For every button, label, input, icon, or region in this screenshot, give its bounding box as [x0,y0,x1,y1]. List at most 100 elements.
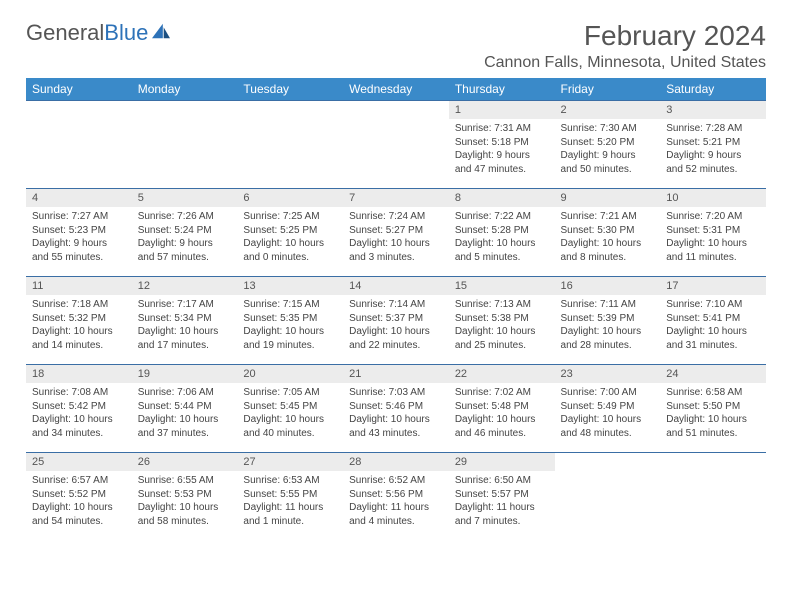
daylight-text: Daylight: 11 hours and 4 minutes. [349,501,443,528]
day-content: Sunrise: 7:25 AMSunset: 5:25 PMDaylight:… [237,207,343,267]
sunset-text: Sunset: 5:52 PM [32,488,126,502]
daylight-text: Daylight: 10 hours and 5 minutes. [455,237,549,264]
day-cell: 4Sunrise: 7:27 AMSunset: 5:23 PMDaylight… [26,189,132,277]
sunset-text: Sunset: 5:57 PM [455,488,549,502]
sunrise-text: Sunrise: 7:08 AM [32,386,126,400]
sunrise-text: Sunrise: 7:18 AM [32,298,126,312]
day-number: 8 [449,189,555,207]
sunrise-text: Sunrise: 7:00 AM [561,386,655,400]
day-cell [343,101,449,189]
daylight-text: Daylight: 9 hours and 55 minutes. [32,237,126,264]
day-content: Sunrise: 6:57 AMSunset: 5:52 PMDaylight:… [26,471,132,531]
sunset-text: Sunset: 5:50 PM [666,400,760,414]
sunset-text: Sunset: 5:30 PM [561,224,655,238]
day-cell: 6Sunrise: 7:25 AMSunset: 5:25 PMDaylight… [237,189,343,277]
sunrise-text: Sunrise: 7:25 AM [243,210,337,224]
sunset-text: Sunset: 5:41 PM [666,312,760,326]
sunrise-text: Sunrise: 7:22 AM [455,210,549,224]
week-row: 11Sunrise: 7:18 AMSunset: 5:32 PMDayligh… [26,277,766,365]
day-content: Sunrise: 7:17 AMSunset: 5:34 PMDaylight:… [132,295,238,355]
daylight-text: Daylight: 10 hours and 37 minutes. [138,413,232,440]
day-number: 9 [555,189,661,207]
daylight-text: Daylight: 9 hours and 52 minutes. [666,149,760,176]
day-content: Sunrise: 7:28 AMSunset: 5:21 PMDaylight:… [660,119,766,179]
day-number: 19 [132,365,238,383]
sunset-text: Sunset: 5:24 PM [138,224,232,238]
daylight-text: Daylight: 10 hours and 40 minutes. [243,413,337,440]
day-content: Sunrise: 6:55 AMSunset: 5:53 PMDaylight:… [132,471,238,531]
day-content: Sunrise: 6:52 AMSunset: 5:56 PMDaylight:… [343,471,449,531]
sunset-text: Sunset: 5:25 PM [243,224,337,238]
sunrise-text: Sunrise: 7:20 AM [666,210,760,224]
day-content: Sunrise: 7:00 AMSunset: 5:49 PMDaylight:… [555,383,661,443]
day-number: 26 [132,453,238,471]
day-content: Sunrise: 7:27 AMSunset: 5:23 PMDaylight:… [26,207,132,267]
day-number: 28 [343,453,449,471]
sunset-text: Sunset: 5:31 PM [666,224,760,238]
day-cell: 27Sunrise: 6:53 AMSunset: 5:55 PMDayligh… [237,453,343,541]
week-row: 18Sunrise: 7:08 AMSunset: 5:42 PMDayligh… [26,365,766,453]
sunrise-text: Sunrise: 7:02 AM [455,386,549,400]
day-cell: 24Sunrise: 6:58 AMSunset: 5:50 PMDayligh… [660,365,766,453]
sunrise-text: Sunrise: 7:21 AM [561,210,655,224]
day-number: 21 [343,365,449,383]
day-content: Sunrise: 7:02 AMSunset: 5:48 PMDaylight:… [449,383,555,443]
day-number: 11 [26,277,132,295]
logo-sail-icon [150,22,172,40]
day-number: 17 [660,277,766,295]
sunrise-text: Sunrise: 7:03 AM [349,386,443,400]
day-number: 16 [555,277,661,295]
sunset-text: Sunset: 5:53 PM [138,488,232,502]
day-content: Sunrise: 7:24 AMSunset: 5:27 PMDaylight:… [343,207,449,267]
day-header: Sunday [26,78,132,101]
sunset-text: Sunset: 5:56 PM [349,488,443,502]
daylight-text: Daylight: 9 hours and 47 minutes. [455,149,549,176]
daylight-text: Daylight: 10 hours and 46 minutes. [455,413,549,440]
day-number: 24 [660,365,766,383]
sunrise-text: Sunrise: 7:05 AM [243,386,337,400]
day-cell: 13Sunrise: 7:15 AMSunset: 5:35 PMDayligh… [237,277,343,365]
day-content: Sunrise: 7:31 AMSunset: 5:18 PMDaylight:… [449,119,555,179]
logo-text-b: Blue [104,20,148,46]
daylight-text: Daylight: 10 hours and 43 minutes. [349,413,443,440]
daylight-text: Daylight: 10 hours and 0 minutes. [243,237,337,264]
day-number: 29 [449,453,555,471]
day-number: 4 [26,189,132,207]
sunset-text: Sunset: 5:23 PM [32,224,126,238]
day-cell: 12Sunrise: 7:17 AMSunset: 5:34 PMDayligh… [132,277,238,365]
day-number: 6 [237,189,343,207]
day-header: Friday [555,78,661,101]
day-content: Sunrise: 7:20 AMSunset: 5:31 PMDaylight:… [660,207,766,267]
day-content: Sunrise: 7:05 AMSunset: 5:45 PMDaylight:… [237,383,343,443]
sunset-text: Sunset: 5:46 PM [349,400,443,414]
sunset-text: Sunset: 5:39 PM [561,312,655,326]
day-content: Sunrise: 7:03 AMSunset: 5:46 PMDaylight:… [343,383,449,443]
day-cell: 19Sunrise: 7:06 AMSunset: 5:44 PMDayligh… [132,365,238,453]
sunset-text: Sunset: 5:49 PM [561,400,655,414]
sunset-text: Sunset: 5:28 PM [455,224,549,238]
daylight-text: Daylight: 9 hours and 57 minutes. [138,237,232,264]
day-cell: 29Sunrise: 6:50 AMSunset: 5:57 PMDayligh… [449,453,555,541]
day-header: Saturday [660,78,766,101]
day-cell: 28Sunrise: 6:52 AMSunset: 5:56 PMDayligh… [343,453,449,541]
sunrise-text: Sunrise: 7:13 AM [455,298,549,312]
sunrise-text: Sunrise: 6:58 AM [666,386,760,400]
day-header: Monday [132,78,238,101]
daylight-text: Daylight: 10 hours and 48 minutes. [561,413,655,440]
daylight-text: Daylight: 10 hours and 11 minutes. [666,237,760,264]
day-cell: 18Sunrise: 7:08 AMSunset: 5:42 PMDayligh… [26,365,132,453]
title-block: February 2024 Cannon Falls, Minnesota, U… [484,20,766,72]
daylight-text: Daylight: 11 hours and 1 minute. [243,501,337,528]
day-number: 25 [26,453,132,471]
day-header: Thursday [449,78,555,101]
day-number: 10 [660,189,766,207]
day-header: Tuesday [237,78,343,101]
daylight-text: Daylight: 10 hours and 58 minutes. [138,501,232,528]
sunrise-text: Sunrise: 7:17 AM [138,298,232,312]
location-subtitle: Cannon Falls, Minnesota, United States [484,54,766,72]
day-cell: 1Sunrise: 7:31 AMSunset: 5:18 PMDaylight… [449,101,555,189]
daylight-text: Daylight: 10 hours and 3 minutes. [349,237,443,264]
daylight-text: Daylight: 10 hours and 25 minutes. [455,325,549,352]
day-content: Sunrise: 6:50 AMSunset: 5:57 PMDaylight:… [449,471,555,531]
day-number: 20 [237,365,343,383]
